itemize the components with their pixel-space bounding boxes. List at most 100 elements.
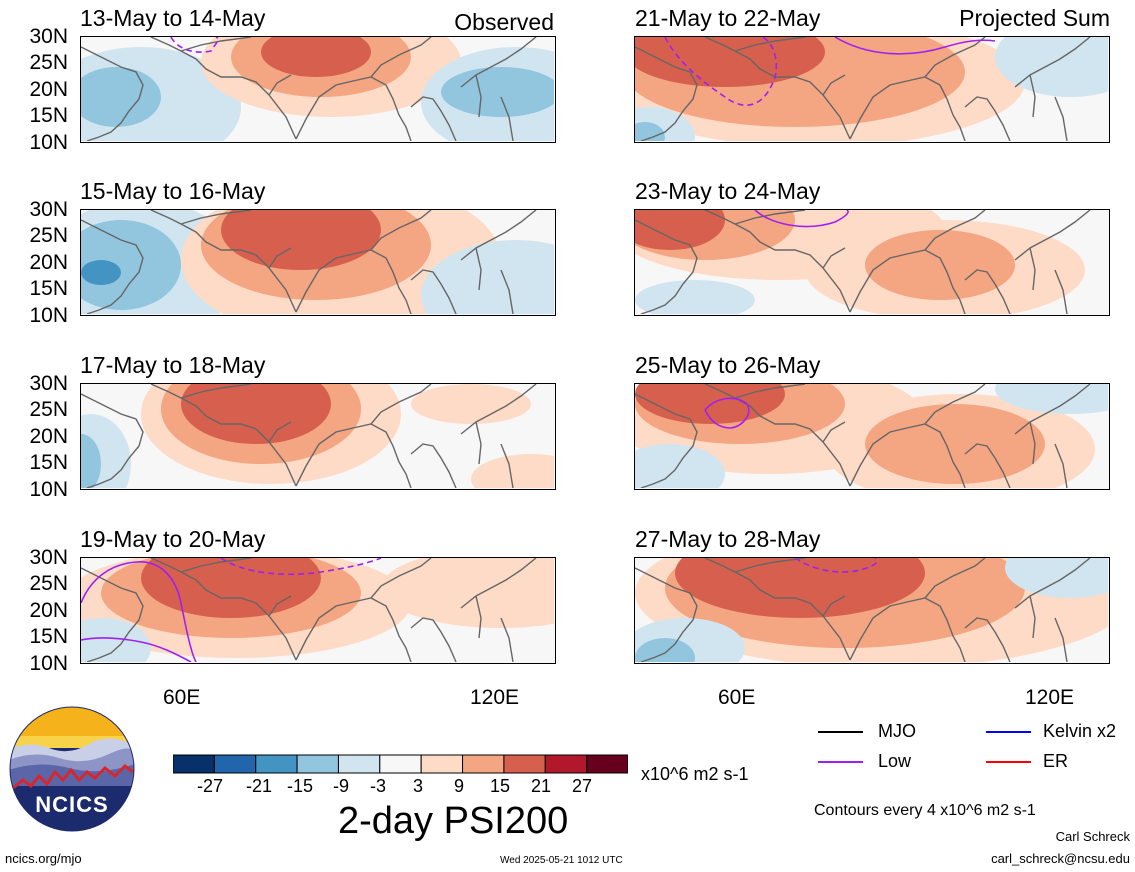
colorbar-units: x10^6 m2 s-1 (641, 764, 749, 784)
legend-mjo-label: MJO (878, 721, 916, 741)
coastline (180, 384, 514, 488)
psi-anomaly-region (261, 37, 371, 77)
lat-label: 20N (29, 425, 68, 448)
legend-low-label: Low (878, 751, 912, 771)
colorbar-tick: -21 (246, 776, 273, 796)
map-panel-6 (634, 209, 1110, 316)
coastline (180, 37, 514, 141)
psi-anomaly-region (635, 638, 695, 662)
psi-anomaly-region (471, 454, 554, 488)
psi-anomaly-region (81, 260, 121, 285)
colorbar-tick: -27 (197, 776, 224, 796)
panel-title-4: 19-May to 20-May (80, 526, 266, 552)
colorbar-swatch (503, 754, 546, 774)
colorbar-swatch (296, 754, 339, 774)
coastline (734, 384, 1068, 488)
low-frequency-contour (220, 558, 382, 576)
colorbar-swatch (213, 754, 257, 774)
site-link[interactable]: ncics.org/mjo (5, 851, 82, 866)
coastline (734, 210, 1068, 314)
map-panel-1 (80, 36, 556, 143)
lon-label-left-60e: 60E (163, 686, 201, 709)
colorbar-swatch (337, 754, 381, 774)
map-panel-5 (634, 36, 1110, 143)
low-frequency-contour (834, 37, 996, 55)
lat-label: 30N (29, 546, 68, 569)
lat-label: 25N (29, 224, 68, 247)
coastline (180, 210, 514, 314)
legend-er-label: ER (1043, 751, 1069, 771)
author-name: Carl Schreck (1055, 829, 1130, 844)
colorbar-swatch (255, 754, 298, 774)
map-panel-2 (80, 209, 556, 316)
colorbar-tick: -9 (333, 776, 350, 796)
lon-label-right-120e: 120E (1025, 686, 1075, 709)
psi-anomaly-region (635, 37, 825, 87)
psi-anomaly-region (221, 210, 381, 270)
psi-anomaly-region (1005, 558, 1108, 598)
lat-label: 15N (29, 625, 68, 648)
colorbar-tick: 27 (572, 776, 593, 796)
low-frequency-contour (754, 210, 849, 228)
psi-anomaly-region (411, 384, 531, 424)
colorbar-swatch (544, 754, 588, 774)
colorbar-tick: 9 (454, 776, 465, 796)
lat-label: 25N (29, 398, 68, 421)
lat-label: 30N (29, 372, 68, 395)
map-panel-8 (634, 557, 1110, 664)
colorbar-tick: -3 (370, 776, 387, 796)
map-panel-4 (80, 557, 556, 664)
lat-label: 30N (29, 198, 68, 221)
psi-anomaly-region (81, 618, 151, 662)
coastline (734, 558, 1068, 662)
panel-title-8: 27-May to 28-May (635, 526, 821, 552)
map-panel-7 (634, 383, 1110, 490)
lon-label-left-120e: 120E (470, 686, 520, 709)
figure-title: 2-day PSI200 (338, 800, 569, 842)
psi-anomaly-region (635, 210, 725, 250)
psi-anomaly-region (421, 240, 554, 314)
lat-label: 15N (29, 277, 68, 300)
low-frequency-contour (81, 561, 197, 662)
panel-title-2: 15-May to 16-May (80, 178, 266, 204)
lat-label: 10N (29, 131, 68, 154)
logo-text: NCICS (35, 792, 109, 817)
psi-anomaly-region (635, 122, 665, 141)
psi-anomaly-region (635, 444, 725, 488)
lat-label: 20N (29, 78, 68, 101)
colorbar-swatch (586, 754, 629, 774)
lat-label: 10N (29, 304, 68, 327)
lat-label: 20N (29, 251, 68, 274)
projected-sum-label: Projected Sum (959, 5, 1110, 31)
observed-label: Observed (454, 9, 554, 35)
lat-label: 15N (29, 451, 68, 474)
psi-anomaly-region (141, 558, 321, 618)
colorbar-tick: 15 (490, 776, 511, 796)
psi-anomaly-region (181, 384, 331, 444)
panel-title-7: 25-May to 26-May (635, 352, 821, 378)
timestamp: Wed 2025-05-21 1012 UTC (500, 855, 623, 866)
map-panel-3 (80, 383, 556, 490)
low-frequency-contour (170, 37, 219, 53)
coastline (734, 37, 1068, 141)
lat-label: 20N (29, 599, 68, 622)
lon-label-right-60e: 60E (718, 686, 756, 709)
lat-label: 25N (29, 572, 68, 595)
panel-title-5: 21-May to 22-May (635, 5, 821, 31)
psi-anomaly-region (995, 37, 1108, 97)
colorbar (172, 753, 629, 782)
ncics-logo: NCICS (9, 706, 135, 832)
low-frequency-contour (664, 37, 778, 106)
psi-anomaly-region (81, 434, 101, 488)
lat-label: 30N (29, 25, 68, 48)
psi-anomaly-region (81, 220, 181, 310)
coastline (180, 558, 514, 662)
colorbar-swatch (420, 754, 464, 774)
lat-label: 15N (29, 104, 68, 127)
author-email[interactable]: carl_schreck@ncsu.edu (991, 851, 1130, 866)
colorbar-tick: 3 (413, 776, 424, 796)
low-frequency-contour (81, 637, 192, 662)
colorbar-swatch (379, 754, 422, 774)
psi-anomaly-region (381, 558, 554, 628)
lat-label: 25N (29, 51, 68, 74)
